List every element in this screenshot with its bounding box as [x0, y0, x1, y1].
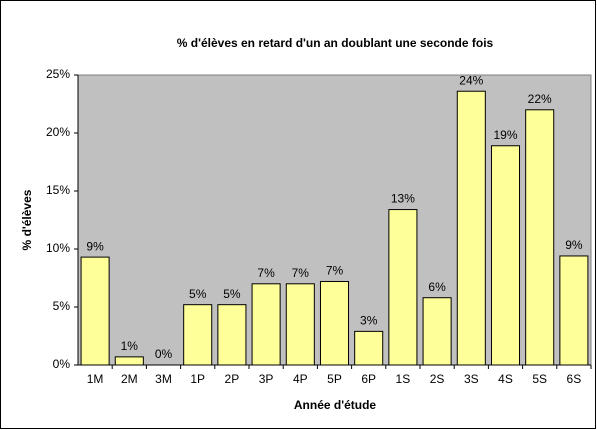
x-axis-label: Année d'étude: [294, 398, 377, 412]
value-label: 22%: [528, 92, 552, 106]
bar: [354, 330, 384, 366]
x-tick-label: 3M: [155, 372, 172, 386]
x-tick-label: 5S: [532, 372, 547, 386]
y-tick-label: 0%: [53, 357, 71, 371]
bar: [217, 304, 247, 366]
bar: [456, 90, 486, 366]
value-label: 24%: [459, 73, 483, 87]
bar: [183, 304, 213, 366]
value-label: 5%: [223, 287, 241, 301]
value-label: 13%: [391, 192, 415, 206]
y-tick-label: 25%: [46, 67, 70, 81]
value-label: 9%: [565, 238, 583, 252]
x-tick-label: 3P: [259, 372, 274, 386]
value-label: 3%: [360, 314, 378, 328]
value-label: 19%: [493, 128, 517, 142]
bar: [319, 280, 350, 366]
bar: [490, 145, 521, 366]
value-label: 1%: [121, 339, 139, 353]
bar: [114, 356, 144, 366]
y-axis-label: % d'élèves: [20, 189, 34, 250]
x-tick-label: 4P: [293, 372, 308, 386]
x-tick-label: 1S: [396, 372, 411, 386]
value-label: 6%: [428, 280, 446, 294]
x-tick-label: 2P: [225, 372, 240, 386]
y-tick-label: 5%: [53, 299, 71, 313]
x-tick-label: 1P: [190, 372, 205, 386]
value-label: 7%: [257, 266, 275, 280]
value-label: 7%: [326, 264, 344, 278]
value-label: 5%: [189, 287, 207, 301]
x-tick-label: 2S: [430, 372, 445, 386]
x-tick-label: 6P: [361, 372, 376, 386]
y-tick-label: 10%: [46, 241, 70, 255]
x-tick-label: 1M: [87, 372, 104, 386]
value-label: 7%: [292, 266, 310, 280]
bar: [388, 209, 418, 366]
bar: [251, 283, 281, 366]
x-tick-label: 2M: [121, 372, 138, 386]
value-label: 9%: [86, 239, 104, 253]
y-tick-label: 20%: [46, 125, 70, 139]
x-tick-label: 4S: [498, 372, 513, 386]
chart-title: % d'élèves en retard d'un an doublant un…: [177, 36, 494, 50]
bar: [422, 297, 452, 366]
bar: [285, 283, 315, 366]
value-label: 0%: [155, 347, 173, 361]
bar: [559, 255, 589, 366]
bar: [80, 256, 110, 366]
x-tick-label: 3S: [464, 372, 479, 386]
x-tick-label: 5P: [327, 372, 342, 386]
x-tick-label: 6S: [567, 372, 582, 386]
y-tick-label: 15%: [46, 183, 70, 197]
bar: [525, 109, 555, 366]
